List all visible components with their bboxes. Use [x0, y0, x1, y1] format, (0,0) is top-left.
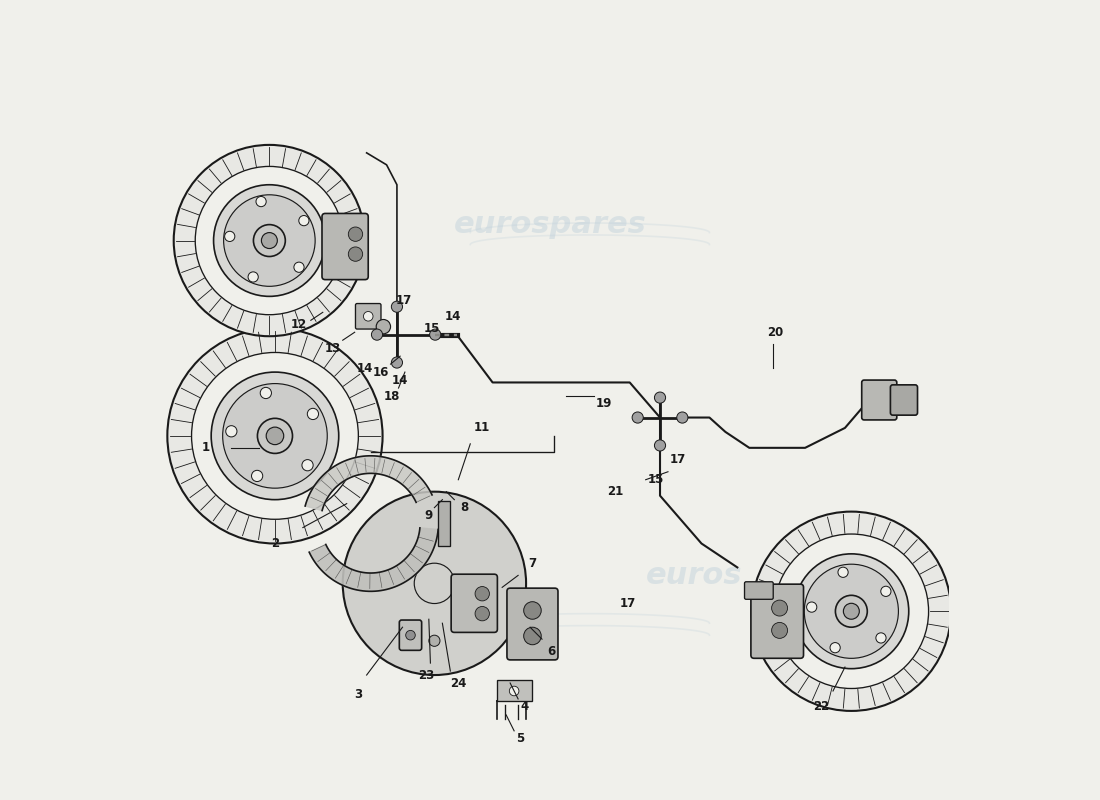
Circle shape	[349, 227, 363, 242]
Text: 5: 5	[516, 732, 524, 746]
Text: 6: 6	[548, 645, 556, 658]
Circle shape	[343, 492, 526, 675]
Text: 20: 20	[767, 326, 783, 338]
Circle shape	[429, 635, 440, 646]
Circle shape	[301, 460, 314, 471]
Circle shape	[224, 231, 234, 242]
Circle shape	[771, 600, 788, 616]
Polygon shape	[305, 456, 432, 510]
Circle shape	[213, 185, 326, 296]
Text: 18: 18	[384, 390, 400, 402]
Circle shape	[830, 642, 840, 653]
Circle shape	[226, 426, 236, 437]
Circle shape	[253, 225, 285, 257]
Text: 1: 1	[201, 442, 210, 454]
Circle shape	[307, 408, 319, 419]
Text: eurospares: eurospares	[453, 210, 647, 239]
Text: 17: 17	[670, 454, 685, 466]
Circle shape	[294, 262, 304, 272]
Circle shape	[524, 627, 541, 645]
Polygon shape	[309, 528, 438, 591]
Text: 14: 14	[356, 362, 373, 374]
FancyBboxPatch shape	[322, 214, 368, 280]
Circle shape	[751, 512, 952, 711]
Text: 4: 4	[520, 701, 529, 714]
Text: 24: 24	[450, 677, 466, 690]
Text: 19: 19	[596, 398, 613, 410]
Circle shape	[211, 372, 339, 500]
Text: 3: 3	[354, 689, 363, 702]
Text: 15: 15	[424, 322, 440, 334]
Circle shape	[838, 567, 848, 578]
Text: 16: 16	[373, 366, 389, 378]
Circle shape	[881, 586, 891, 597]
Circle shape	[430, 329, 441, 340]
Circle shape	[222, 383, 328, 488]
FancyBboxPatch shape	[751, 584, 803, 658]
Circle shape	[349, 247, 363, 262]
Circle shape	[774, 534, 928, 689]
Circle shape	[804, 564, 899, 658]
Text: 14: 14	[392, 374, 408, 386]
Text: 17: 17	[620, 597, 636, 610]
Circle shape	[509, 686, 519, 696]
Text: 13: 13	[324, 342, 341, 354]
FancyBboxPatch shape	[507, 588, 558, 660]
Text: 23: 23	[418, 669, 434, 682]
Text: 11: 11	[474, 422, 491, 434]
Bar	[496, 680, 531, 701]
Circle shape	[257, 418, 293, 454]
Circle shape	[167, 328, 383, 543]
Text: 17: 17	[396, 294, 412, 307]
Circle shape	[363, 311, 373, 321]
Text: euros: euros	[646, 561, 742, 590]
Circle shape	[654, 392, 666, 403]
FancyBboxPatch shape	[399, 620, 421, 650]
Circle shape	[191, 353, 359, 519]
Circle shape	[406, 630, 416, 640]
FancyBboxPatch shape	[451, 574, 497, 632]
Circle shape	[475, 606, 490, 621]
Circle shape	[266, 427, 284, 445]
Circle shape	[524, 602, 541, 619]
Circle shape	[262, 233, 277, 249]
Text: 2: 2	[271, 537, 279, 550]
Circle shape	[771, 622, 788, 638]
FancyBboxPatch shape	[745, 582, 773, 599]
Circle shape	[261, 387, 272, 398]
Circle shape	[249, 272, 258, 282]
Circle shape	[876, 633, 887, 643]
Circle shape	[299, 215, 309, 226]
Circle shape	[252, 470, 263, 482]
Circle shape	[372, 329, 383, 340]
Circle shape	[174, 145, 365, 336]
Text: 22: 22	[813, 701, 829, 714]
Bar	[438, 502, 450, 546]
Circle shape	[632, 412, 644, 423]
Circle shape	[654, 440, 666, 451]
Circle shape	[376, 319, 390, 334]
Circle shape	[392, 357, 403, 368]
Circle shape	[475, 586, 490, 601]
Circle shape	[223, 194, 315, 286]
Text: 9: 9	[425, 509, 433, 522]
Circle shape	[256, 197, 266, 206]
FancyBboxPatch shape	[861, 380, 896, 420]
Circle shape	[676, 412, 688, 423]
Text: 7: 7	[528, 557, 537, 570]
Circle shape	[794, 554, 909, 669]
Circle shape	[195, 166, 343, 314]
Circle shape	[844, 603, 859, 619]
Text: 14: 14	[444, 310, 461, 322]
Text: 12: 12	[290, 318, 307, 330]
FancyBboxPatch shape	[890, 385, 917, 415]
FancyBboxPatch shape	[355, 303, 381, 329]
Text: 21: 21	[607, 485, 624, 498]
Text: 15: 15	[648, 474, 664, 486]
Circle shape	[806, 602, 817, 612]
Circle shape	[835, 595, 867, 627]
Text: 8: 8	[460, 501, 467, 514]
Circle shape	[392, 301, 403, 312]
